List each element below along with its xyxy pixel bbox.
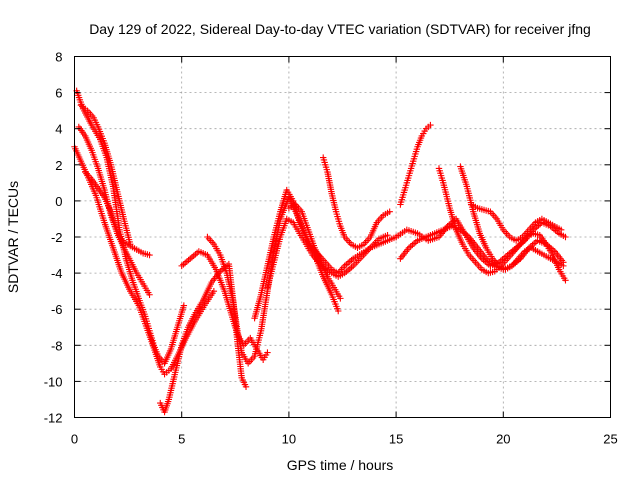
series-track-17 (457, 163, 567, 273)
y-tick-label: -8 (51, 338, 63, 353)
y-tick-label: 2 (55, 158, 62, 173)
x-tick-label: 20 (496, 432, 510, 447)
y-axis-label: SDTVAR / TECUs (5, 181, 21, 293)
series-track-9 (251, 186, 400, 322)
y-tick-label: 8 (55, 50, 62, 65)
data-point (337, 295, 344, 302)
y-tick-label: 0 (55, 194, 62, 209)
data-point (384, 231, 391, 239)
axis-ticks: 0 5 10 15 20 25 -12 -10 -8 -6 -4 -2 0 2 4 6 8 (44, 50, 618, 447)
data-point (427, 121, 434, 129)
data-point (264, 349, 271, 356)
data-markers (71, 87, 569, 416)
series-track-10 (264, 215, 391, 291)
data-point (386, 208, 393, 215)
x-tick-label: 15 (389, 432, 403, 447)
series-track-13 (397, 121, 434, 208)
data-point (180, 302, 188, 309)
data-point (562, 277, 569, 284)
series-track-4 (82, 168, 153, 298)
series-track-11 (320, 154, 393, 252)
series-track-5 (77, 102, 134, 248)
data-point (127, 241, 134, 248)
data-point (557, 226, 565, 233)
series-track-12 (285, 201, 344, 302)
y-tick-label: 6 (55, 86, 62, 101)
data-point (146, 291, 153, 298)
y-tick-label: -10 (44, 374, 63, 389)
y-tick-label: -2 (51, 230, 63, 245)
x-tick-label: 25 (603, 432, 617, 447)
data-point (335, 307, 342, 315)
series-track-6 (157, 260, 250, 416)
chart-title: Day 129 of 2022, Sidereal Day-to-day VTE… (89, 21, 591, 37)
y-tick-label: 4 (55, 122, 62, 137)
y-tick-label: -6 (51, 302, 63, 317)
y-tick-label: -4 (51, 266, 63, 281)
series-track-14 (397, 222, 567, 273)
data-point (562, 233, 569, 241)
data-point (560, 262, 567, 270)
x-tick-label: 0 (71, 432, 78, 447)
series-track-18 (467, 201, 565, 244)
data-point (210, 287, 218, 295)
y-tick-label: -12 (44, 411, 63, 426)
x-axis-label: GPS time / hours (287, 457, 394, 473)
series-track-2 (73, 87, 188, 367)
x-tick-label: 5 (178, 432, 185, 447)
series-track-8 (204, 194, 342, 367)
x-tick-label: 10 (282, 432, 296, 447)
data-point (242, 383, 250, 391)
data-point (146, 251, 153, 259)
